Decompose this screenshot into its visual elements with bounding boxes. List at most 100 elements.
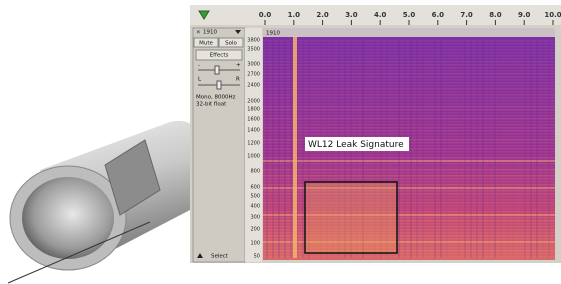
close-button[interactable]: × — [196, 30, 201, 36]
time-stripe — [524, 40, 526, 258]
time-stripe — [470, 40, 472, 258]
spectral-band — [263, 175, 555, 177]
frequency-label: 3800 — [247, 38, 260, 44]
spectral-band — [263, 91, 555, 93]
spectral-band — [263, 130, 555, 132]
spectral-band — [263, 163, 555, 165]
spectral-band — [263, 100, 555, 102]
frequency-label: 300 — [250, 215, 260, 221]
info-format: 32-bit float — [196, 102, 227, 108]
timeline-tick-label: 9.0 — [518, 11, 531, 19]
time-stripe — [506, 40, 508, 258]
spectrogram-track-label: 1910 — [266, 31, 280, 37]
spectral-band — [263, 112, 555, 114]
frequency-label: 100 — [250, 241, 260, 247]
spectral-band — [263, 97, 555, 99]
time-stripe — [440, 40, 442, 258]
time-stripe — [302, 40, 304, 258]
spectral-band — [263, 67, 555, 69]
time-stripe — [458, 40, 460, 258]
timeline-tick-label: 1.0 — [288, 11, 301, 19]
timeline-tick-label: 10.0 — [544, 11, 561, 19]
time-stripe — [500, 40, 502, 258]
spectral-band — [263, 46, 555, 48]
time-stripe — [416, 40, 418, 258]
time-stripe — [422, 40, 424, 258]
spectral-band — [263, 76, 555, 78]
track-name[interactable]: 1910 — [203, 30, 217, 36]
track-header — [263, 28, 555, 37]
pan-thumb[interactable] — [217, 81, 221, 89]
timeline-tick-label: 4.0 — [374, 11, 387, 19]
timeline-tick-label: 6.0 — [432, 11, 445, 19]
time-stripe — [464, 40, 466, 258]
time-stripe — [536, 40, 538, 258]
spectral-band — [263, 106, 555, 108]
spectral-band — [263, 118, 555, 120]
time-stripe — [530, 40, 532, 258]
spectral-band — [263, 157, 555, 159]
spectral-band — [263, 109, 555, 111]
spectral-band — [263, 169, 555, 171]
effects-label[interactable]: Effects — [210, 53, 229, 59]
spectral-band — [263, 49, 555, 51]
spectral-band — [263, 166, 555, 168]
time-stripe — [266, 40, 268, 258]
gain-minus: - — [198, 63, 200, 69]
frequency-label: 2700 — [247, 72, 260, 78]
frequency-label: 1400 — [247, 128, 260, 134]
spectral-band — [263, 79, 555, 81]
timeline-tick-label: 3.0 — [345, 11, 358, 19]
frequency-label: 3500 — [247, 47, 260, 53]
spectral-band — [263, 115, 555, 117]
frequency-label: 600 — [250, 185, 260, 191]
info-rate: Mono, 8000Hz — [196, 95, 236, 101]
timeline-tick-label: 0.0 — [259, 11, 272, 19]
spectral-band — [263, 154, 555, 156]
time-stripe — [488, 40, 490, 258]
frequency-label: 1800 — [247, 107, 260, 113]
spectral-band — [263, 88, 555, 90]
spectral-band — [263, 61, 555, 63]
time-stripe — [512, 40, 514, 258]
frequency-label: 500 — [250, 194, 260, 200]
spectral-band — [263, 40, 555, 42]
mute-label[interactable]: Mute — [199, 41, 213, 47]
select-button[interactable]: Select — [211, 254, 229, 260]
spectral-band — [263, 82, 555, 84]
frequency-label: 2000 — [247, 99, 260, 105]
time-stripe — [284, 40, 286, 258]
solo-label[interactable]: Solo — [225, 41, 237, 47]
timeline-tick-label: 7.0 — [460, 11, 473, 19]
time-stripe — [476, 40, 478, 258]
spectral-band — [263, 151, 555, 153]
spectral-band — [263, 133, 555, 135]
time-stripe — [428, 40, 430, 258]
spectral-band — [263, 127, 555, 129]
gain-plus: + — [236, 63, 241, 69]
pan-right: R — [236, 77, 240, 83]
spectral-band — [263, 52, 555, 54]
spectral-band — [263, 43, 555, 45]
spectral-band — [263, 58, 555, 60]
frequency-label: 1600 — [247, 117, 260, 123]
time-stripe — [548, 40, 550, 258]
time-stripe — [482, 40, 484, 258]
spectral-band — [263, 85, 555, 87]
timeline-tick-label: 5.0 — [403, 11, 416, 19]
frequency-label: 400 — [250, 204, 260, 210]
time-stripe — [494, 40, 496, 258]
transient-line — [293, 36, 297, 258]
spectral-band — [263, 178, 555, 180]
spectral-band — [263, 64, 555, 66]
spectral-band — [263, 172, 555, 174]
spectral-band — [263, 124, 555, 126]
time-stripe — [272, 40, 274, 258]
harmonic-band — [263, 160, 555, 162]
gain-thumb[interactable] — [215, 66, 219, 74]
time-stripe — [290, 40, 292, 258]
timeline-tick-label: 8.0 — [489, 11, 502, 19]
frequency-label: 1000 — [247, 154, 260, 160]
spectral-band — [263, 256, 555, 258]
spectral-band — [263, 73, 555, 75]
